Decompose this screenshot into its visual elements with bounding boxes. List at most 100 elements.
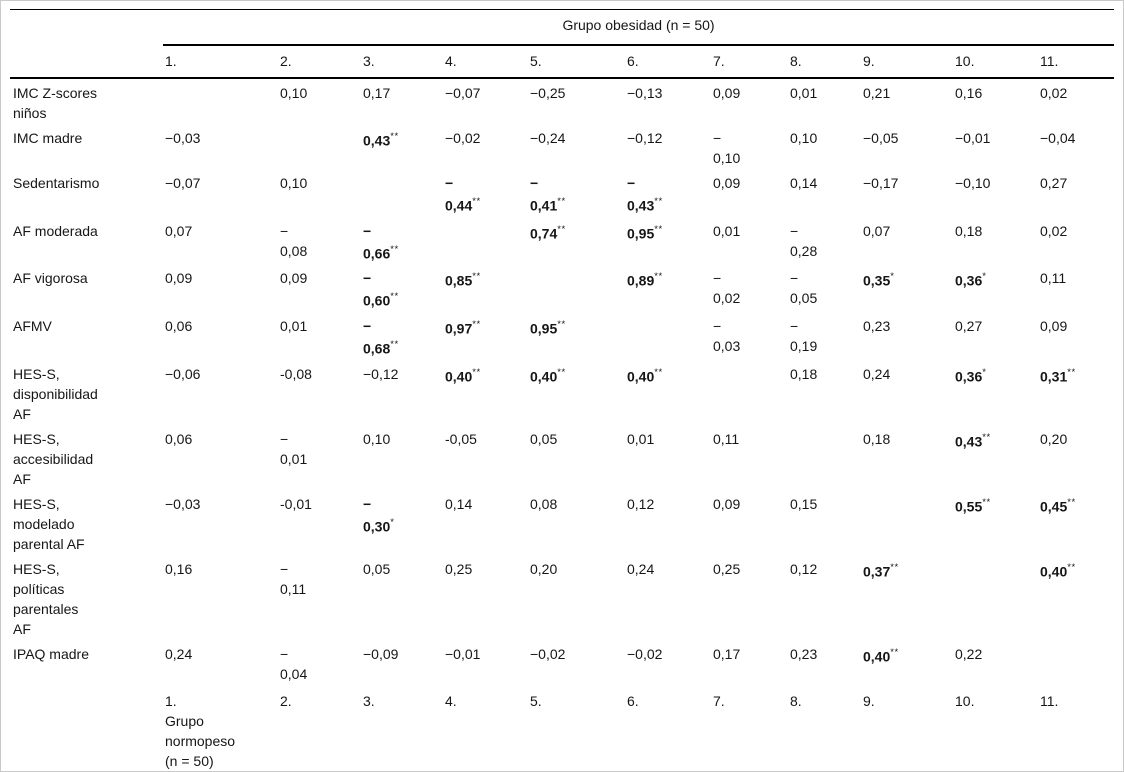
footer-column-number: 11. <box>1040 692 1059 709</box>
corr-cell: −0,12 <box>625 124 711 169</box>
significance-asterisk: ** <box>472 318 481 330</box>
corr-cell: 0,74** <box>528 217 625 265</box>
row-label: AFMV <box>13 317 52 334</box>
corr-cell: 0,15 <box>788 490 861 555</box>
corr-value: 0,12 <box>790 560 818 577</box>
corr-cell: 0,35* <box>861 264 953 312</box>
row-label: AF moderada <box>13 222 98 239</box>
corr-value: 0,25 <box>445 560 473 577</box>
column-header-6: 6. <box>625 45 711 79</box>
corr-value: − 0,44 <box>445 175 473 214</box>
row-label: HES-S, políticas parentales AF <box>13 560 79 637</box>
column-header-row: 1. 2. 3. 4. 5. 6. 7. 8. 9. 10. 11. <box>10 45 1115 79</box>
corr-cell: −0,03 <box>163 124 278 169</box>
corr-value: 0,40 <box>627 368 655 385</box>
table-row: HES-S, modelado parental AF −0,03 -0,01 − 0… <box>10 490 1114 555</box>
corr-cell: −0,02 <box>528 640 625 685</box>
corr-value: −0,12 <box>627 130 663 146</box>
corr-cell: 0,17 <box>361 78 443 124</box>
corr-cell: 0,09 <box>278 264 361 312</box>
corr-cell: 0,36* <box>953 360 1038 425</box>
row-label: HES-S, modelado parental AF <box>13 495 85 552</box>
row-label: Sedentarismo <box>13 175 100 191</box>
corr-value: 0,09 <box>280 270 308 287</box>
corr-value: −0,02 <box>627 645 663 662</box>
corr-cell: − 0,44** <box>443 169 528 217</box>
corr-cell: −0,07 <box>443 78 528 124</box>
corr-cell: 0,06 <box>163 312 278 360</box>
corr-cell: 0,07 <box>861 217 953 265</box>
corr-cell <box>625 312 711 360</box>
corr-cell: − 0,11 <box>278 555 361 640</box>
corr-value: −0,03 <box>165 130 201 146</box>
table-row: HES-S, disponibilidad AF −0,06 -0,08 −0,12 0… <box>10 360 1114 425</box>
column-header-11: 11. <box>1038 45 1115 79</box>
corr-value: − 0,68 <box>363 317 391 357</box>
corr-cell: 0,27 <box>1038 169 1114 217</box>
corr-cell: 0,20 <box>1038 425 1114 490</box>
column-header-1: 1. <box>163 45 278 79</box>
significance-asterisk: ** <box>557 366 566 378</box>
corr-cell: 0,21 <box>861 78 953 124</box>
corr-value: 0,40 <box>530 368 558 385</box>
significance-asterisk: ** <box>890 646 899 658</box>
significance-asterisk: ** <box>654 223 663 235</box>
corr-cell: 0,95** <box>528 312 625 360</box>
table-row: HES-S, políticas parentales AF 0,16 − 0,11… <box>10 555 1114 640</box>
corr-value: 0,43 <box>363 132 391 149</box>
corr-cell: 0,31** <box>1038 360 1114 425</box>
corr-value: 0,17 <box>363 85 391 101</box>
corr-cell: − 0,02 <box>711 264 788 312</box>
corr-value: −0,02 <box>445 130 481 146</box>
significance-asterisk: ** <box>1067 366 1076 378</box>
row-label: AF vigorosa <box>13 270 88 287</box>
corr-value: -0,08 <box>280 365 312 382</box>
corr-cell: − 0,68** <box>361 312 443 360</box>
significance-asterisk: ** <box>557 223 566 235</box>
corr-cell: − 0,66** <box>361 217 443 265</box>
corr-value: 0,22 <box>955 645 983 662</box>
corr-value: 0,95 <box>627 225 655 242</box>
corr-cell: − 0,28 <box>788 217 861 265</box>
corr-value: 0,21 <box>863 85 891 101</box>
corr-value: −0,02 <box>530 645 566 662</box>
corr-cell: 0,10 <box>361 425 443 490</box>
significance-asterisk: ** <box>982 496 991 508</box>
corr-value: −0,24 <box>530 130 566 146</box>
corr-cell: 0,40** <box>861 640 953 685</box>
corr-value: 0,10 <box>790 130 818 146</box>
corr-cell: 0,01 <box>711 217 788 265</box>
footer-column-number: 10. <box>955 692 975 709</box>
corr-cell: −0,13 <box>625 78 711 124</box>
corr-value: 0,18 <box>790 365 818 382</box>
corr-value: 0,40 <box>863 648 891 665</box>
corr-cell: 0,05 <box>361 555 443 640</box>
corr-cell: 0,18 <box>953 217 1038 265</box>
corr-value: -0,05 <box>445 430 477 447</box>
corr-value: 0,09 <box>713 85 741 101</box>
normopeso-group-label: 1. Grupo normopeso (n = 50) <box>165 692 236 769</box>
corr-value: 0,07 <box>165 222 193 239</box>
corr-cell: 0,12 <box>788 555 861 640</box>
corr-value: 0,02 <box>1040 222 1068 239</box>
column-header-8: 8. <box>788 45 861 79</box>
corr-cell: 0,27 <box>953 312 1038 360</box>
corr-cell: −0,06 <box>163 360 278 425</box>
corr-value: 0,06 <box>165 317 193 334</box>
corr-value: 0,15 <box>790 495 818 512</box>
corr-value: − 0,03 <box>713 317 741 354</box>
corr-value: 0,01 <box>713 222 741 239</box>
corr-value: − 0,02 <box>713 270 741 307</box>
corr-cell: −0,24 <box>528 124 625 169</box>
corr-value: −0,10 <box>955 175 991 191</box>
footer-row: 1. Grupo normopeso (n = 50) 2. 3. 4. 5. 6. 7. 8… <box>10 685 1114 771</box>
corr-value: 0,40 <box>1040 563 1068 580</box>
corr-value: 0,09 <box>713 175 741 191</box>
corr-cell: 0,01 <box>788 78 861 124</box>
corr-value: 0,12 <box>627 495 655 512</box>
corr-cell: 0,09 <box>711 169 788 217</box>
row-label: HES-S, accesibilidad AF <box>13 430 94 487</box>
significance-asterisk: ** <box>1067 561 1076 573</box>
corr-value: 0,43 <box>955 433 983 450</box>
